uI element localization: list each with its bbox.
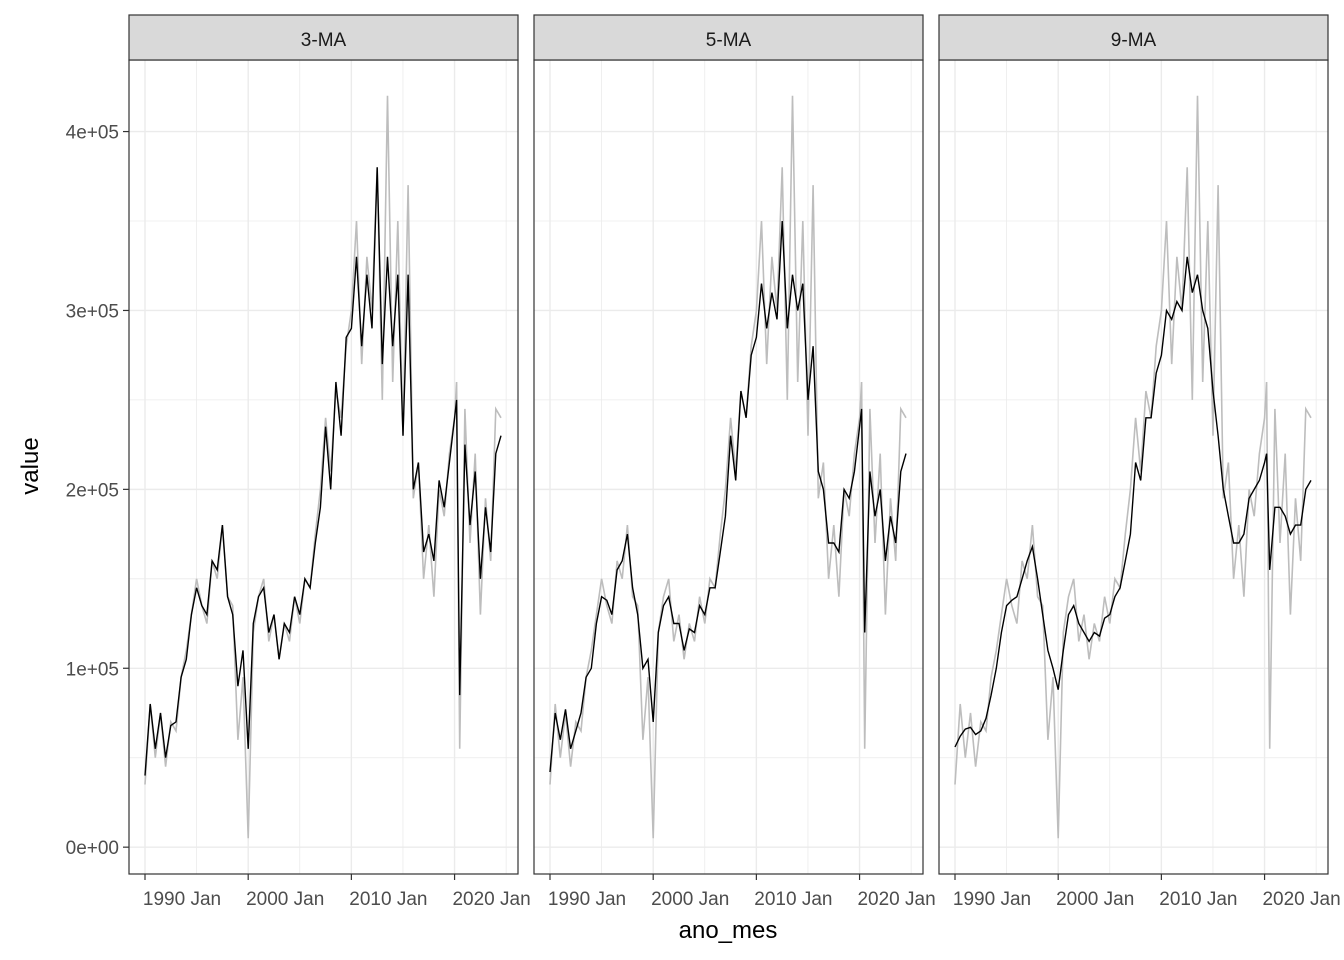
y-tick-label: 1e+05 — [66, 659, 119, 680]
faceted-line-chart: 3-MA 5-MA 9-MA 0e+00 1e+05 2e+05 3e+05 4e+05 1… — [0, 0, 1344, 960]
facet-label: 3-MA — [301, 30, 347, 51]
x-axis-title: ano_mes — [679, 917, 778, 944]
x-tick-label: 2010 Jan — [1159, 889, 1237, 910]
facet-label: 5-MA — [706, 30, 752, 51]
x-tick-label: 2000 Jan — [246, 889, 324, 910]
facet-panel-2: 5-MA — [534, 15, 923, 874]
facet-label: 9-MA — [1111, 30, 1157, 51]
x-tick-label: 2000 Jan — [1056, 889, 1134, 910]
facet-panel-1: 3-MA — [129, 15, 518, 874]
x-tick-label: 2000 Jan — [651, 889, 729, 910]
y-axis-title: value — [17, 437, 44, 494]
x-tick-label: 2020 Jan — [452, 889, 530, 910]
x-tick-label: 1990 Jan — [953, 889, 1031, 910]
y-tick-label: 2e+05 — [66, 480, 119, 501]
x-tick-label: 2010 Jan — [349, 889, 427, 910]
x-tick-label: 2010 Jan — [754, 889, 832, 910]
panel-background — [939, 60, 1328, 874]
x-tick-label: 2020 Jan — [857, 889, 935, 910]
facet-panels: 3-MA 5-MA 9-MA — [129, 15, 1328, 874]
y-tick-label: 3e+05 — [66, 301, 119, 322]
facet-panel-3: 9-MA — [939, 15, 1328, 874]
x-tick-label: 2020 Jan — [1262, 889, 1340, 910]
x-tick-label: 1990 Jan — [143, 889, 221, 910]
y-tick-label: 0e+00 — [66, 838, 119, 859]
y-tick-label: 4e+05 — [66, 123, 119, 144]
x-tick-label: 1990 Jan — [548, 889, 626, 910]
